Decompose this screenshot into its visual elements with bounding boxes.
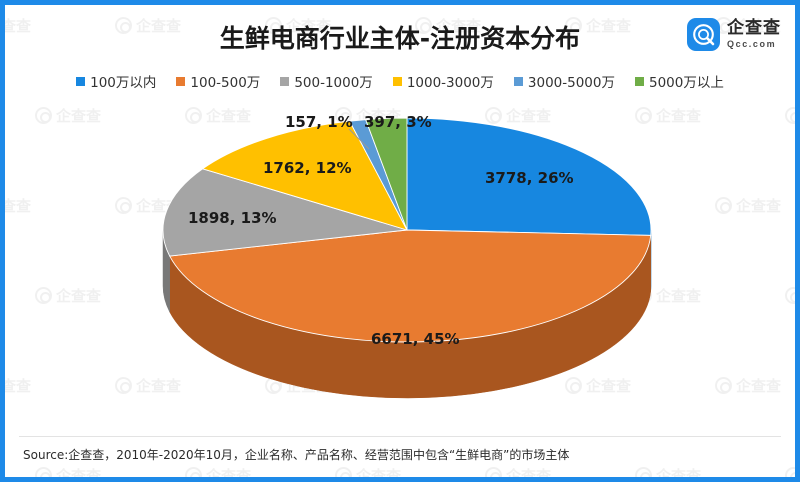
legend-item-label: 500-1000万 bbox=[294, 75, 373, 91]
pie-slice[interactable] bbox=[168, 229, 652, 343]
pie-slice-label: 157, 1% bbox=[285, 113, 353, 131]
legend-item[interactable]: 100-500万 bbox=[176, 71, 260, 91]
legend-swatch-icon bbox=[392, 76, 402, 86]
legend-item[interactable]: 500-1000万 bbox=[280, 71, 373, 91]
pie-top-faces bbox=[162, 117, 652, 343]
pie-slice-label: 6671, 45% bbox=[371, 330, 460, 348]
leader-line bbox=[348, 128, 370, 150]
chart-header: 生鲜电商行业主体-注册资本分布 企查查 Qcc.com bbox=[5, 15, 795, 63]
logo-name-en: Qcc.com bbox=[727, 39, 777, 49]
chart-legend: 100万以内 100-500万 500-1000万 1000-3000万 3000-50… bbox=[5, 71, 795, 91]
pie-slice[interactable] bbox=[162, 168, 408, 257]
source-note: Source:企查查，2010年-2020年10月，企业名称、产品名称、经营范围… bbox=[23, 448, 570, 462]
footer-divider bbox=[19, 436, 781, 437]
legend-swatch-icon bbox=[176, 76, 186, 86]
qcc-logo-icon bbox=[687, 18, 720, 51]
legend-item-label: 5000万以上 bbox=[649, 75, 724, 91]
legend-swatch-icon bbox=[280, 76, 290, 86]
pie-slice-label: 1898, 13% bbox=[188, 209, 277, 227]
pie-chart: 3778, 26% 6671, 45% 1898, 13% 1762, 12% 157,… bbox=[5, 97, 795, 437]
legend-item[interactable]: 100万以内 bbox=[76, 71, 156, 91]
pie-slice-label: 1762, 12% bbox=[263, 159, 352, 177]
page-title: 生鲜电商行业主体-注册资本分布 bbox=[219, 24, 581, 53]
legend-item[interactable]: 5000万以上 bbox=[635, 71, 724, 91]
legend-item-label: 100-500万 bbox=[190, 75, 261, 91]
brand-logo: 企查查 Qcc.com bbox=[687, 18, 781, 51]
pie-chart-svg bbox=[162, 117, 652, 399]
pie-slice-label: 397, 3% bbox=[364, 113, 432, 131]
legend-item-label: 100万以内 bbox=[90, 75, 157, 91]
pie-slice[interactable] bbox=[406, 117, 652, 236]
legend-item[interactable]: 3000-5000万 bbox=[513, 71, 615, 91]
legend-item-label: 1000-3000万 bbox=[406, 75, 494, 91]
legend-item-label: 3000-5000万 bbox=[527, 75, 615, 91]
pie-slice[interactable] bbox=[365, 117, 408, 231]
logo-name-cn: 企查查 bbox=[727, 18, 781, 38]
legend-swatch-icon bbox=[635, 76, 644, 86]
pie-slice-label: 3778, 26% bbox=[485, 169, 574, 187]
legend-swatch-icon bbox=[76, 76, 86, 86]
legend-swatch-icon bbox=[513, 76, 523, 86]
legend-item[interactable]: 1000-3000万 bbox=[392, 71, 494, 91]
